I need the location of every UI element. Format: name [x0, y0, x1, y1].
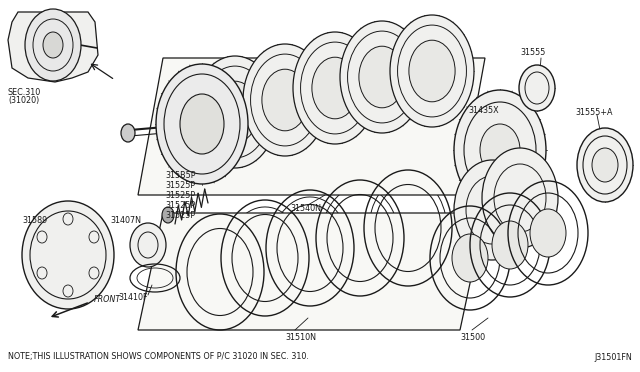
Text: 31510N: 31510N [285, 334, 316, 343]
Ellipse shape [482, 148, 558, 248]
Ellipse shape [25, 9, 81, 81]
Ellipse shape [492, 221, 528, 269]
Ellipse shape [121, 124, 135, 142]
Text: 31525P: 31525P [165, 211, 195, 219]
Text: 31435X: 31435X [468, 106, 499, 115]
Ellipse shape [193, 56, 277, 168]
Ellipse shape [63, 213, 73, 225]
Text: 31525P: 31525P [165, 201, 195, 209]
Ellipse shape [409, 40, 455, 102]
Ellipse shape [340, 21, 424, 133]
Text: (31020): (31020) [8, 96, 39, 105]
Ellipse shape [454, 160, 530, 260]
Polygon shape [138, 58, 485, 195]
Ellipse shape [43, 32, 63, 58]
Ellipse shape [390, 15, 474, 127]
Ellipse shape [243, 44, 327, 156]
Text: 31555+A: 31555+A [575, 108, 612, 116]
Ellipse shape [454, 90, 546, 210]
Text: 31555: 31555 [520, 48, 545, 57]
Polygon shape [8, 12, 98, 82]
Ellipse shape [130, 223, 166, 267]
Text: 31525P: 31525P [165, 180, 195, 189]
Ellipse shape [452, 234, 488, 282]
Text: 31410F: 31410F [118, 294, 147, 302]
Text: 315B5P: 315B5P [165, 170, 195, 180]
Ellipse shape [37, 267, 47, 279]
Text: 31525P: 31525P [165, 190, 195, 199]
Ellipse shape [22, 201, 114, 309]
Text: 31589: 31589 [22, 215, 47, 224]
Polygon shape [138, 213, 485, 330]
Text: SEC.310: SEC.310 [8, 87, 41, 96]
Ellipse shape [89, 267, 99, 279]
Ellipse shape [530, 209, 566, 257]
Ellipse shape [293, 32, 377, 144]
Text: NOTE;THIS ILLUSTRATION SHOWS COMPONENTS OF P/C 31020 IN SEC. 310.: NOTE;THIS ILLUSTRATION SHOWS COMPONENTS … [8, 353, 309, 362]
Ellipse shape [359, 46, 405, 108]
Ellipse shape [63, 285, 73, 297]
Ellipse shape [577, 128, 633, 202]
Ellipse shape [89, 231, 99, 243]
Ellipse shape [212, 81, 258, 143]
Ellipse shape [519, 65, 555, 111]
Ellipse shape [156, 64, 248, 184]
Ellipse shape [592, 148, 618, 182]
Ellipse shape [37, 231, 47, 243]
Text: J31501FN: J31501FN [595, 353, 632, 362]
Text: 31407N: 31407N [110, 215, 141, 224]
Ellipse shape [162, 207, 174, 223]
Text: 31540N: 31540N [290, 203, 321, 212]
Text: FRONT: FRONT [94, 295, 121, 305]
Ellipse shape [262, 69, 308, 131]
Ellipse shape [180, 94, 224, 154]
Text: 31500: 31500 [460, 334, 485, 343]
Ellipse shape [312, 57, 358, 119]
Ellipse shape [480, 124, 520, 176]
